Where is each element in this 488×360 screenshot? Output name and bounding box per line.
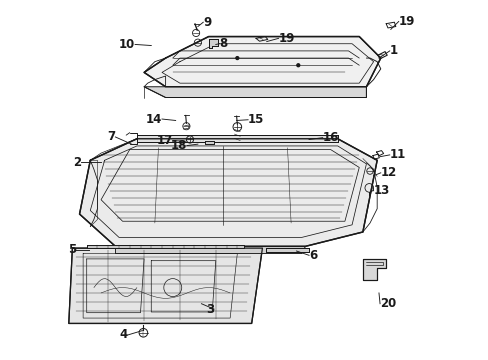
Polygon shape — [80, 139, 376, 246]
Polygon shape — [144, 37, 380, 87]
Text: 8: 8 — [219, 37, 227, 50]
Circle shape — [235, 57, 238, 59]
Polygon shape — [69, 248, 262, 323]
Text: 7: 7 — [107, 130, 115, 144]
Text: 14: 14 — [145, 113, 162, 126]
Text: 15: 15 — [247, 113, 264, 126]
Text: 10: 10 — [119, 38, 135, 51]
Text: 5: 5 — [67, 243, 76, 256]
Text: 20: 20 — [379, 297, 395, 310]
Text: 13: 13 — [373, 184, 389, 197]
Polygon shape — [362, 259, 386, 280]
Polygon shape — [208, 40, 217, 48]
Polygon shape — [86, 244, 244, 248]
Polygon shape — [137, 135, 337, 142]
Text: 19: 19 — [278, 32, 294, 45]
Polygon shape — [265, 248, 308, 252]
Text: 16: 16 — [322, 131, 338, 144]
Text: 9: 9 — [203, 16, 211, 29]
Text: 11: 11 — [389, 148, 405, 161]
Polygon shape — [204, 140, 214, 144]
Text: 6: 6 — [308, 249, 317, 262]
Text: 4: 4 — [120, 328, 128, 341]
Text: 1: 1 — [389, 44, 397, 57]
Text: 2: 2 — [73, 156, 81, 168]
Text: 12: 12 — [380, 166, 396, 179]
Polygon shape — [115, 246, 305, 253]
Circle shape — [296, 64, 299, 67]
Text: 18: 18 — [170, 139, 187, 152]
Text: 3: 3 — [205, 303, 214, 316]
Text: 17: 17 — [156, 134, 172, 147]
Polygon shape — [144, 87, 366, 98]
Text: 19: 19 — [398, 15, 414, 28]
